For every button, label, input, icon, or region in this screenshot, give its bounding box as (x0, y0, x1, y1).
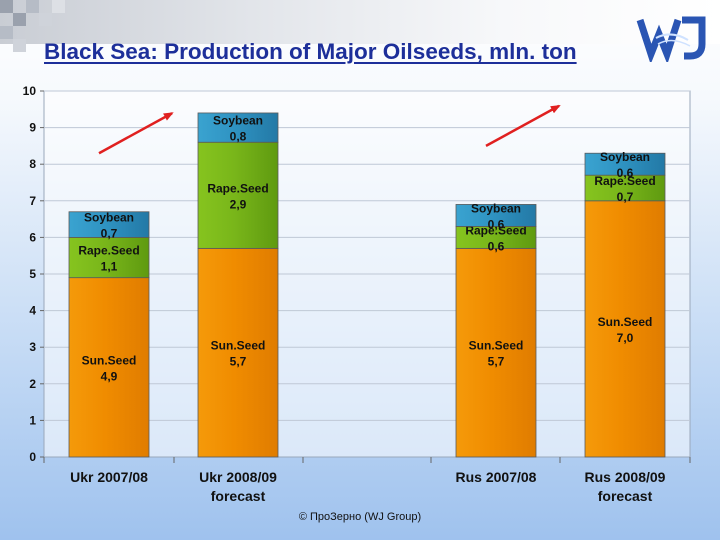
wj-logo: WJ (636, 16, 706, 62)
bar-rapeseed (584, 174, 666, 202)
bar-soybean (197, 112, 279, 143)
y-tick-label: 10 (23, 84, 37, 98)
y-tick-label: 8 (29, 157, 36, 171)
y-tick-label: 4 (29, 304, 36, 318)
growth-arrow (485, 104, 561, 147)
bar-series-label: Sun.Seed (598, 315, 653, 329)
bar-sunseed (584, 200, 666, 458)
bar-series-label: Soybean (213, 114, 263, 128)
bar-value-label: 1,1 (101, 260, 118, 274)
y-tick-label: 6 (29, 230, 36, 244)
bar-series-label: Soybean (600, 150, 650, 164)
bar-rapeseed (68, 236, 150, 279)
bar-value-label: 2,9 (230, 197, 247, 211)
bar-sunseed (197, 247, 279, 458)
bar-series-label: Soybean (471, 201, 521, 215)
bar-series-label: Soybean (84, 211, 134, 225)
y-tick-label: 9 (29, 121, 36, 135)
bar-soybean (455, 204, 537, 227)
bar-value-label: 0,6 (488, 239, 505, 253)
bar-soybean (584, 152, 666, 176)
x-category-label: forecast (211, 488, 266, 504)
bar-series-label: Rape.Seed (207, 181, 268, 195)
y-tick-label: 3 (29, 340, 36, 354)
bar-series-label: Rape.Seed (78, 244, 139, 258)
bar-series-label: Rape.Seed (594, 174, 655, 188)
bar-series-label: Sun.Seed (82, 353, 137, 367)
bar-value-label: 5,7 (230, 355, 247, 369)
slide-title: Black Sea: Production of Major Oilseeds,… (44, 39, 577, 64)
title-bar-background (0, 0, 720, 44)
x-category-label: Rus 2007/08 (456, 469, 537, 485)
bar-series-label: Sun.Seed (211, 339, 266, 353)
y-tick-label: 7 (29, 194, 36, 208)
bar-value-label: 7,0 (617, 331, 634, 345)
y-tick-label: 0 (29, 450, 36, 464)
y-tick-label: 1 (29, 413, 36, 427)
bar-value-label: 0,7 (617, 190, 634, 204)
bar-sunseed (455, 247, 537, 458)
bar-value-label: 0,8 (230, 130, 247, 144)
oilseeds-chart: 0 1 2 3 4 5 6 7 8 9 10 Sun.Seed 4,9 Rape.Seed 1,1 Soybe… (23, 84, 691, 504)
bar-value-label: 5,7 (488, 355, 505, 369)
bar-value-label: 4,9 (101, 369, 118, 383)
bar-rapeseed (197, 141, 279, 249)
bar-series-label: Sun.Seed (469, 339, 524, 353)
x-category-label: Rus 2008/09 (585, 469, 666, 485)
copyright-text: © ПроЗерно (WJ Group) (298, 511, 422, 523)
x-category-label: forecast (598, 488, 653, 504)
x-category-label: Ukr 2008/09 (199, 469, 277, 485)
bar-value-label: 0,7 (101, 227, 118, 241)
x-category-label: Ukr 2007/08 (70, 469, 148, 485)
growth-arrow (98, 112, 174, 155)
bar-value-label: 0,6 (488, 217, 505, 231)
y-tick-label: 2 (29, 377, 36, 391)
bar-series-label: Rape.Seed (465, 223, 526, 237)
bar-value-label: 0,6 (617, 166, 634, 180)
y-tick-label: 5 (29, 267, 36, 281)
bar-soybean (68, 211, 150, 238)
